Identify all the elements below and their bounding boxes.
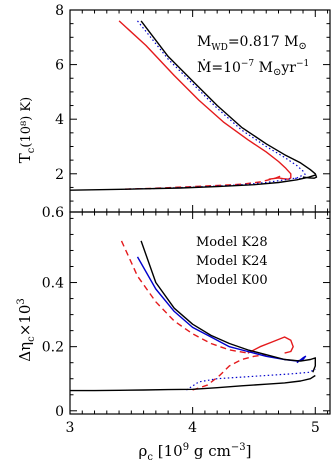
legend-k28: Model K28 (196, 235, 268, 250)
y-tick-label: 0.6 (42, 205, 64, 221)
y-tick-label: 0 (55, 404, 64, 420)
annotation-mwd: MWD=0.817 M⊙ (197, 34, 307, 53)
series-line (70, 374, 316, 392)
y-tick-label: 8 (55, 3, 64, 19)
x-tick-label: 5 (311, 420, 320, 436)
y-tick-label: 4 (55, 112, 64, 128)
y-tick-label: 0.2 (42, 340, 64, 356)
y-tick-label: 0.4 (42, 276, 64, 292)
bottom-panel: 3 4 5 0 0.2 0.4 (42, 211, 331, 436)
plot-frame (69, 211, 331, 415)
x-tick-label: 3 (66, 420, 75, 436)
series-line (120, 240, 248, 354)
xlabel: ρc [109 g cm−3] (139, 442, 252, 463)
annotation-mdot: Ṁ=10−7 M⊙yr−1 (197, 58, 309, 78)
x-tick-label: 4 (188, 420, 197, 436)
series-line (140, 20, 318, 179)
legend-k00: Model K00 (196, 273, 268, 288)
series-line (247, 336, 294, 354)
series-line (118, 20, 292, 180)
series-line (136, 256, 307, 364)
series-line (69, 174, 316, 191)
legend-k24: Model K24 (196, 254, 268, 269)
top-ylabel: Tc(10⁸) K) (16, 97, 37, 163)
series-line (140, 240, 316, 373)
y-tick-label: 6 (55, 58, 64, 74)
series-line (186, 368, 316, 391)
bottom-ylabel: Δηc×103 (16, 298, 37, 361)
y-tick-label: 2 (55, 167, 64, 183)
series-line (192, 354, 267, 391)
